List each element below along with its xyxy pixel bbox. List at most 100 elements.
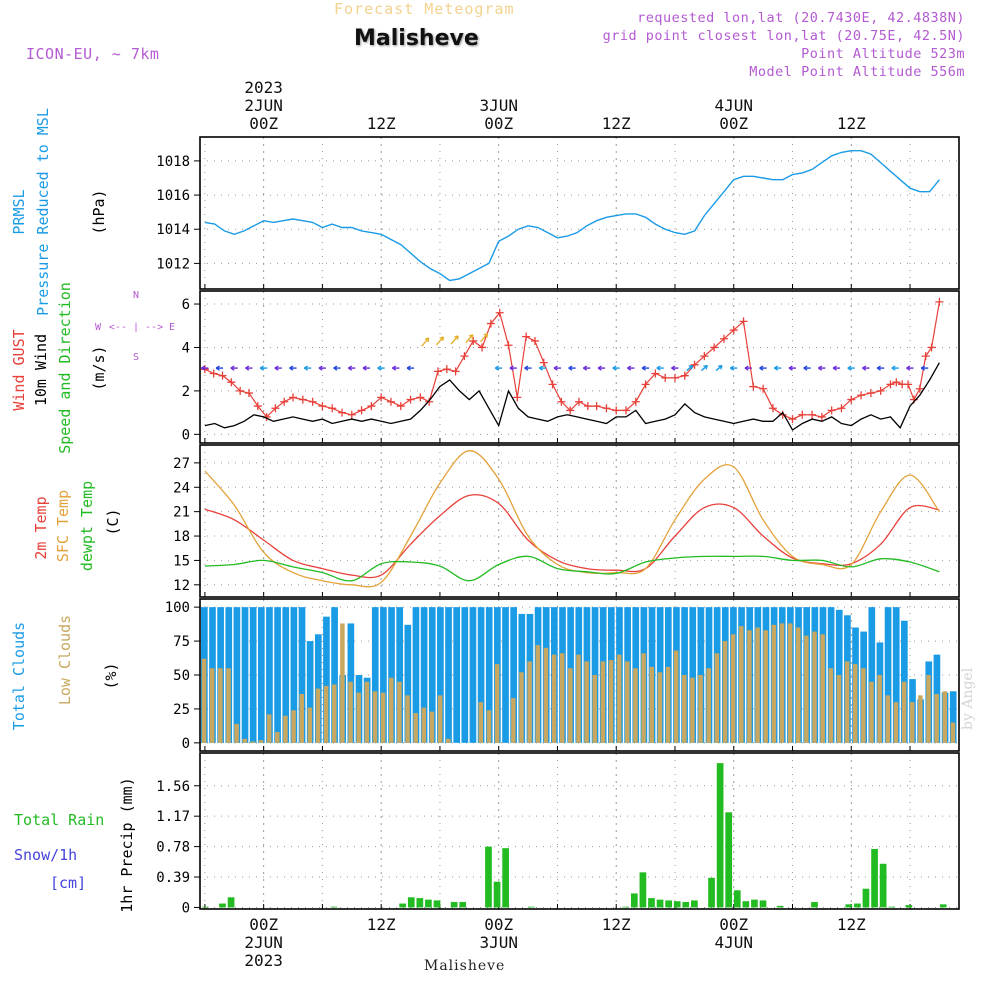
- low-cloud-bar: [942, 691, 948, 743]
- ylabel-celsius: (C): [104, 508, 122, 535]
- gust-point: [236, 386, 245, 395]
- precip-bar: [673, 901, 681, 908]
- gust-point: [892, 378, 901, 387]
- gust-point: [788, 415, 797, 424]
- low-cloud-bar: [682, 675, 687, 743]
- total-cloud-bar: [331, 607, 338, 743]
- low-cloud-bar: [372, 691, 378, 743]
- gust-point: [827, 406, 836, 415]
- clouds-panel: 0 25 50 75 100: [165, 598, 960, 752]
- bottom-time-label: 12Z: [367, 915, 396, 934]
- gust-line: [204, 301, 940, 420]
- precip-bar: [742, 901, 750, 908]
- low-cloud-bar: [299, 694, 304, 743]
- y-tick-label: 100: [165, 600, 190, 616]
- bottom-time-label: 4JUN: [714, 933, 753, 952]
- panel-frame: [199, 752, 960, 910]
- panel-frame: [199, 598, 960, 752]
- low-cloud-bar: [332, 684, 337, 743]
- wind-arrow-head: [406, 365, 411, 371]
- y-tick-label: 25: [173, 702, 190, 718]
- gust-point: [798, 410, 807, 419]
- gust-point: [513, 393, 522, 402]
- ylabel-precip: 1hr Precip (mm): [118, 777, 136, 912]
- low-cloud-bar: [869, 681, 874, 743]
- low-cloud-bar: [486, 710, 492, 743]
- gust-point: [631, 397, 640, 406]
- low-cloud-bar: [527, 661, 532, 743]
- ylabel-prmsl: PRMSL: [10, 189, 28, 234]
- gust-point: [622, 406, 631, 415]
- compass-e: E: [169, 322, 175, 333]
- low-cloud-bar: [828, 668, 834, 743]
- precip-bar: [733, 890, 741, 908]
- requested-coords: requested lon,lat (20.7430E, 42.4838N): [637, 10, 965, 26]
- wind-arrow-head: [891, 365, 896, 371]
- panel-frame: [199, 290, 960, 444]
- wind-arrow-head: [424, 337, 430, 343]
- total-cloud-bar: [290, 607, 298, 743]
- low-cloud-bar: [258, 740, 264, 743]
- bottom-time-label: 2023: [244, 951, 283, 970]
- gust-point: [710, 343, 719, 352]
- wind-arrow-head: [439, 336, 445, 341]
- wind-arrow-head: [656, 365, 661, 371]
- total-cloud-bar: [949, 691, 957, 743]
- gust-point: [253, 402, 262, 411]
- wind-arrow-head: [259, 365, 264, 371]
- low-cloud-bar: [950, 722, 956, 743]
- precip-bar: [622, 906, 630, 908]
- low-cloud-bar: [535, 645, 541, 743]
- bottom-time-label: 00Z: [484, 915, 513, 934]
- wind-arrow-head: [597, 365, 602, 371]
- low-cloud-bar: [576, 654, 581, 743]
- top-time-label: 12Z: [837, 114, 866, 133]
- ylabel-gust: Wind GUST: [10, 329, 28, 410]
- gust-point: [244, 389, 253, 398]
- gust-point: [386, 397, 395, 406]
- gust-point: [357, 406, 366, 415]
- wind-arrow-head: [362, 365, 367, 371]
- precip-bar: [399, 903, 407, 908]
- precip-bar: [845, 904, 853, 908]
- precip-bar: [433, 900, 441, 908]
- low-cloud-bar: [356, 692, 361, 743]
- total-cloud-bar: [266, 607, 273, 743]
- gust-point: [680, 371, 689, 380]
- gust-point: [651, 369, 660, 378]
- precip-bar: [450, 901, 458, 908]
- low-cloud-bar: [641, 653, 646, 743]
- wind-arrow-head: [920, 365, 925, 371]
- wind-arrow-head: [862, 365, 867, 371]
- wind-arrow-head: [289, 365, 294, 371]
- total-cloud-bar: [404, 624, 412, 743]
- bottom-location: Malisheve: [424, 958, 506, 974]
- wind-arrow-head: [303, 365, 308, 371]
- ylabel-pressure-desc: Pressure Reduced to MSL: [34, 108, 52, 316]
- gust-point: [495, 308, 504, 317]
- y-tick-label: 50: [173, 668, 190, 684]
- y-tick-label: 1014: [156, 222, 190, 238]
- wind-arrow-head: [729, 365, 735, 371]
- gust-point: [328, 404, 337, 413]
- low-cloud-bar: [893, 702, 899, 743]
- y-tick-label: 1.56: [156, 779, 190, 795]
- low-cloud-bar: [421, 707, 427, 743]
- low-cloud-bar: [763, 630, 768, 743]
- wind-arrow-head: [744, 365, 749, 371]
- y-tick-label: 2: [182, 384, 190, 400]
- gust-point: [425, 397, 434, 406]
- low-cloud-bar: [730, 634, 736, 743]
- low-cloud-bar: [918, 695, 923, 743]
- wind-arrow-head: [818, 365, 823, 371]
- wind-direction-arrow: [450, 335, 459, 345]
- wind-panel: 0 2 4 6: [182, 290, 960, 444]
- low-cloud-bar: [266, 714, 272, 743]
- ylabel-sfc-temp: SFC Temp: [54, 490, 72, 562]
- low-cloud-bar: [836, 675, 842, 743]
- low-cloud-bar: [633, 668, 638, 743]
- gust-point: [837, 404, 846, 413]
- y-tick-label: 4: [182, 340, 190, 356]
- compass-n: N: [133, 290, 139, 301]
